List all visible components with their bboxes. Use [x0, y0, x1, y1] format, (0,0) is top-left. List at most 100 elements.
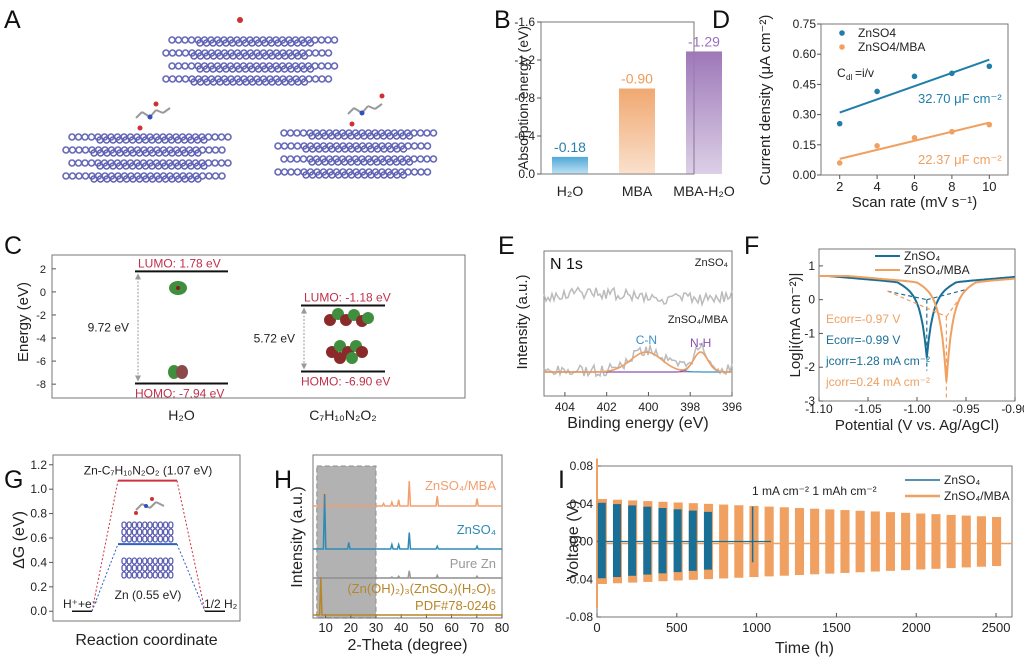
zn-atom	[121, 564, 127, 572]
zn-atom	[311, 49, 320, 57]
zn-atom	[136, 521, 143, 529]
zn-atom	[287, 142, 295, 150]
y-tick-label: 0.60	[793, 47, 817, 61]
y-tick-label: -2	[804, 360, 815, 374]
x-tick-label: -0.90	[1001, 402, 1024, 416]
zn-atom	[293, 129, 301, 137]
zn-atom	[168, 36, 176, 44]
zn-atom	[152, 564, 158, 572]
cycle-block-znso4	[703, 511, 712, 570]
zn-atom	[198, 146, 207, 154]
zn-atom	[324, 62, 332, 70]
y-tick-label: -1.6	[514, 15, 535, 29]
y-axis-label: Intensity (a.u.)	[289, 486, 306, 587]
x-axis-label: Reaction coordinate	[75, 632, 217, 649]
zn-atom	[187, 62, 196, 70]
cycle-block-mba	[901, 512, 911, 571]
zn-atom	[87, 133, 96, 141]
zn-atom	[274, 168, 282, 176]
zn-atom	[162, 75, 170, 83]
zn-atom	[168, 62, 176, 70]
bar-value-label: -0.18	[554, 139, 586, 155]
oxygen-atom	[150, 497, 154, 501]
h2o-homo-orbital-icon	[176, 365, 188, 379]
zn-atom	[75, 172, 83, 180]
arrow-head-icon	[135, 273, 141, 280]
y-tick-label: 0	[808, 293, 815, 307]
zn-atom	[217, 133, 226, 141]
zn-atom	[311, 36, 319, 44]
zn-atom	[147, 528, 153, 536]
plot-frame	[51, 254, 466, 399]
zn-atom	[162, 571, 169, 579]
x-tick-label: -0.95	[952, 402, 980, 416]
y-tick-label: 0.00	[793, 168, 817, 182]
panel-letter-E: E	[498, 232, 515, 260]
tafel-fit	[887, 290, 927, 301]
zn-atom	[423, 168, 432, 176]
homo-label: HOMO: -7.94 eV	[135, 386, 224, 400]
bar-value-label: -0.90	[621, 71, 653, 87]
x-tick-label: 1000	[742, 620, 771, 635]
cycle-block-mba	[916, 513, 926, 570]
y-tick-label: 2	[40, 264, 46, 276]
zn-atom	[416, 155, 425, 163]
y-tick-label: 0.2	[30, 580, 47, 594]
zn-atom	[131, 557, 138, 565]
zn-atom	[305, 49, 313, 57]
panel-e: 404 402 400 398 396 Binding energy (eV) Intens…	[514, 250, 742, 432]
bond	[367, 105, 376, 110]
x-tick-label: 500	[666, 620, 688, 635]
zn-atom	[131, 564, 138, 572]
tafel-curve-1	[819, 275, 1016, 382]
y-tick-label: -8	[36, 379, 46, 391]
data-point	[949, 70, 955, 77]
x-axis-label: Scan rate (mV s⁻¹)	[852, 194, 977, 211]
y-tick-label: 0.0	[518, 167, 535, 181]
y-tick-label: 0.00	[570, 535, 594, 549]
zn-atom	[218, 146, 226, 154]
series-label: Pure Zn	[450, 556, 496, 571]
zn-atom	[330, 62, 339, 70]
y-tick-label: 1.2	[30, 458, 47, 472]
series-label: ZnSO₄	[695, 257, 729, 269]
corrosion-annotation: Ecorr=-0.97 V	[826, 312, 900, 326]
xrd-pattern-1	[313, 493, 502, 550]
reference-label: PDF#78-0246	[415, 598, 496, 613]
y-tick-label: 0.6	[30, 531, 47, 545]
x-tick-label: 404	[555, 400, 575, 414]
bond	[155, 109, 164, 114]
xrd-pattern-0	[313, 480, 502, 507]
panel-letter-A: A	[4, 6, 21, 34]
zn-atom	[152, 571, 158, 579]
zn-atom	[147, 521, 153, 529]
zn-atom	[142, 557, 148, 565]
zn-atom	[168, 49, 177, 57]
zn-atom	[293, 168, 302, 176]
zn-atom	[211, 146, 220, 154]
fit-line-0	[839, 58, 990, 114]
y-axis-label: Intensity (a.u.)	[514, 274, 531, 369]
annotation-cdl: C	[837, 66, 846, 80]
zn-atom	[136, 528, 143, 536]
zn-atom	[136, 557, 143, 565]
x-tick-label: 20	[344, 620, 358, 635]
zn-atom	[318, 75, 326, 83]
zn-atom	[280, 155, 288, 163]
legend-marker	[839, 30, 845, 36]
oxygen-atom	[379, 93, 385, 99]
zn-atom	[147, 557, 153, 565]
zn-atom	[152, 528, 158, 536]
y-axis-label: Voltage (V)	[565, 500, 582, 579]
zn-atom	[162, 521, 169, 529]
zn-atom	[286, 129, 295, 137]
x-tick-label: -1.05	[854, 402, 882, 416]
legend-label: ZnSO₄/MBA	[904, 263, 970, 277]
corrosion-annotation: jcorr=1.28 mA cm⁻²	[825, 354, 930, 368]
x-tick-label: 400	[638, 400, 658, 414]
y-tick-label: 0.45	[793, 77, 817, 91]
x-category-label: H₂O	[557, 183, 584, 199]
cycle-block-znso4	[612, 504, 621, 578]
zn-atom	[416, 129, 425, 137]
data-point	[836, 160, 843, 166]
